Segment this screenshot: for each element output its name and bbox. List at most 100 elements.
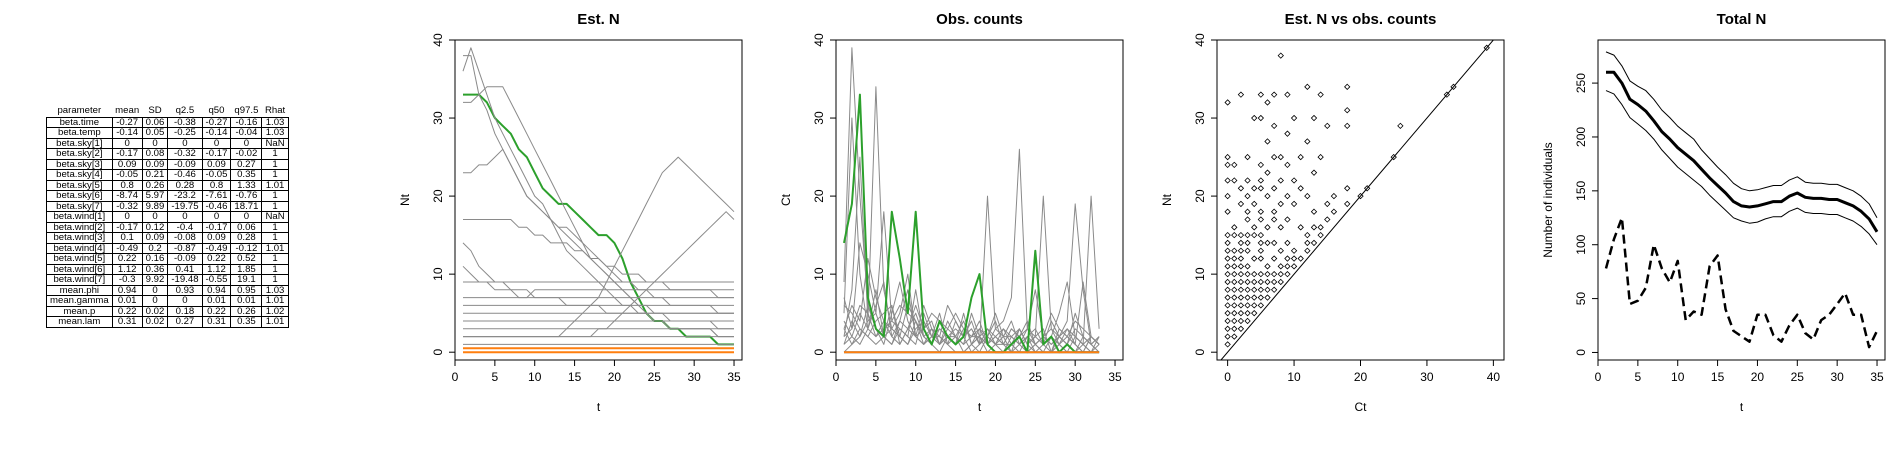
value-cell: -19.75	[167, 200, 203, 212]
y-tick-label: 200	[1574, 127, 1588, 147]
x-axis-label: t	[978, 400, 982, 414]
data-point	[1284, 270, 1291, 278]
data-point	[1304, 138, 1311, 145]
y-tick-label: 250	[1574, 73, 1588, 93]
data-point	[1231, 310, 1238, 317]
data-point	[1297, 255, 1304, 262]
data-point	[1264, 270, 1271, 278]
plot-frame	[1597, 39, 1886, 361]
data-point	[1237, 310, 1245, 317]
data-point	[1231, 333, 1238, 340]
data-point	[1297, 224, 1304, 231]
value-cell: 1	[261, 200, 289, 212]
y-tick-label: 30	[1193, 111, 1207, 125]
data-point	[1264, 278, 1271, 286]
data-point	[1284, 255, 1291, 262]
x-tick-label: 25	[1791, 370, 1805, 384]
data-point	[1257, 185, 1265, 192]
data-point	[1224, 286, 1231, 293]
data-point	[1224, 341, 1231, 348]
data-point	[1310, 169, 1318, 176]
data-point	[1244, 278, 1251, 286]
value-cell: 0	[111, 211, 143, 223]
x-tick-label: 20	[1354, 370, 1368, 384]
value-cell: -0.32	[111, 200, 143, 212]
y-tick-label: 20	[1193, 189, 1207, 203]
x-tick-label: 30	[1830, 370, 1844, 384]
data-point	[1277, 52, 1284, 59]
data-point	[1450, 83, 1457, 90]
data-point	[1264, 286, 1271, 293]
data-point	[1270, 122, 1278, 130]
data-point	[1224, 310, 1231, 317]
data-point	[1264, 239, 1271, 247]
data-point	[1264, 169, 1271, 176]
data-point	[1237, 317, 1245, 325]
data-point	[1257, 114, 1265, 122]
data-point	[1244, 216, 1251, 223]
data-point	[1290, 177, 1298, 184]
identity-line	[1220, 40, 1495, 360]
value-cell: 0	[167, 211, 203, 223]
data-point	[1257, 286, 1265, 293]
series-line	[463, 211, 735, 338]
series-line	[463, 156, 735, 338]
data-point	[1231, 286, 1238, 293]
data-point	[1264, 224, 1271, 231]
data-point	[1304, 247, 1311, 254]
data-point	[1244, 239, 1251, 247]
y-tick-label: 40	[431, 33, 445, 47]
data-point	[1344, 200, 1351, 208]
data-point	[1251, 224, 1258, 231]
table-row: beta.sky[4] -0.05 0.21 -0.46 -0.05 0.35 1	[46, 169, 289, 181]
value-cell: -0.09	[167, 158, 203, 170]
data-point	[1270, 216, 1278, 223]
data-point	[1363, 185, 1371, 192]
value-cell: 0.09	[111, 158, 143, 170]
data-point	[1290, 263, 1298, 270]
value-cell: NaN	[261, 211, 289, 223]
data-point	[1317, 91, 1324, 98]
value-cell: -23.2	[167, 190, 203, 202]
value-cell: -0.17	[111, 148, 143, 160]
series-line	[843, 195, 1100, 345]
chart-total: Total N 0 5 10 15 20 25 30 35 0 50 100 150 200 250 t Num…	[1541, 11, 1886, 414]
data-point	[1264, 99, 1271, 106]
data-point	[1390, 153, 1397, 161]
x-tick-label: 20	[608, 370, 622, 384]
data-point	[1304, 239, 1311, 247]
data-point	[1224, 302, 1231, 309]
data-point	[1270, 185, 1278, 192]
x-tick-label: 35	[1870, 370, 1884, 384]
data-point	[1310, 208, 1318, 215]
value-cell: 0.1	[111, 232, 143, 244]
y-axis-label: Nt	[398, 193, 412, 206]
data-point	[1224, 333, 1231, 340]
x-tick-label: 30	[1068, 370, 1082, 384]
data-point	[1237, 255, 1245, 262]
value-cell: -0.25	[167, 127, 203, 139]
value-cell: -0.4	[167, 221, 203, 233]
data-point	[1224, 247, 1231, 254]
x-tick-label: 20	[1751, 370, 1765, 384]
data-point	[1251, 231, 1258, 239]
data-point	[1264, 138, 1271, 145]
x-tick-label: 15	[949, 370, 963, 384]
value-cell: 0.28	[167, 179, 203, 191]
data-point	[1324, 216, 1331, 223]
column-header: q97.5	[234, 105, 259, 116]
value-cell: -0.17	[111, 221, 143, 233]
value-cell: -0.08	[167, 232, 203, 244]
data-point	[1244, 286, 1251, 293]
data-point	[1237, 263, 1245, 270]
table-body: beta.time -0.27 0.06 -0.38 -0.27 -0.16 1.03 bet…	[46, 116, 289, 328]
data-point	[1284, 192, 1291, 200]
y-tick-label: 0	[1574, 349, 1588, 356]
data-point	[1251, 278, 1258, 286]
table-row: beta.wind[2] -0.17 0.12 -0.4 -0.17 0.06 1	[46, 221, 289, 233]
data-point	[1344, 107, 1351, 114]
y-axis-label: Nt	[1160, 193, 1174, 206]
data-point	[1257, 278, 1265, 286]
table-row: beta.wind[3] 0.1 0.09 -0.08 0.09 0.28 1	[46, 232, 289, 244]
data-point	[1237, 286, 1245, 293]
